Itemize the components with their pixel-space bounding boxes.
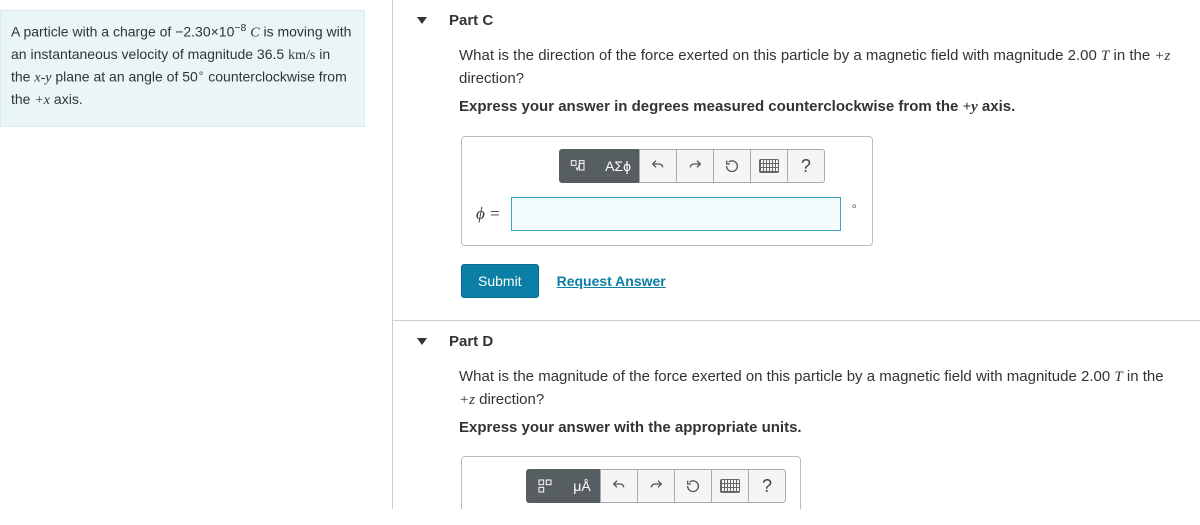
answer-area-c: ΑΣϕ ? (461, 136, 873, 246)
problem-sidebar: A particle with a charge of −2.30×10−8 C… (0, 0, 392, 509)
answer-input-c[interactable] (511, 197, 841, 231)
undo-button[interactable] (639, 149, 677, 183)
phi-label: ϕ = (476, 204, 501, 224)
redo-button[interactable] (676, 149, 714, 183)
part-d-header[interactable]: Part D (393, 321, 1200, 360)
problem-exp: −8 (234, 22, 246, 34)
part-c-question: What is the direction of the force exert… (459, 45, 1180, 90)
toolbar-d: μÅ ? (526, 469, 786, 503)
actions-c: Submit Request Answer (461, 264, 1180, 298)
vel-units: km/s (288, 48, 315, 63)
reset-button-d[interactable] (674, 469, 712, 503)
input-row-c: ϕ = ∘ (476, 197, 858, 231)
keyboard-button[interactable] (750, 149, 788, 183)
qd-pre: What is the magnitude of the force exert… (459, 368, 1114, 385)
help-button-d[interactable]: ? (748, 469, 786, 503)
qc-plusz: +z (1154, 48, 1170, 64)
problem-text4: plane at an angle of 50 (51, 69, 197, 85)
greek-button[interactable]: ΑΣϕ (596, 149, 640, 183)
keyboard-button-d[interactable] (711, 469, 749, 503)
part-d: Part D What is the magnitude of the forc… (393, 321, 1200, 509)
part-c-title: Part C (449, 12, 493, 29)
keyboard-icon (720, 479, 740, 493)
undo-button-d[interactable] (600, 469, 638, 503)
part-c-body: What is the direction of the force exert… (393, 39, 1200, 320)
plus-x: +x (34, 93, 50, 108)
part-d-question: What is the magnitude of the force exert… (459, 366, 1180, 411)
redo-button-d[interactable] (637, 469, 675, 503)
qd-post: direction? (475, 391, 544, 408)
toolbar-c: ΑΣϕ ? (526, 149, 858, 183)
template-button-d[interactable] (526, 469, 564, 503)
ic-pre: Express your answer in degrees measured … (459, 98, 963, 115)
qc-post: direction? (459, 70, 524, 87)
units-button-d[interactable]: μÅ (563, 469, 601, 503)
part-d-title: Part D (449, 333, 493, 350)
request-answer-link-c[interactable]: Request Answer (557, 273, 666, 289)
keyboard-icon (759, 159, 779, 173)
qd-mid: in the (1123, 368, 1164, 385)
ic-plusy: +y (963, 99, 978, 115)
xy-plane: x-y (34, 71, 51, 86)
caret-down-icon (417, 338, 427, 345)
part-d-instruction: Express your answer with the appropriate… (459, 419, 1180, 436)
degree-unit: ∘ (851, 199, 859, 213)
main-content: Part C What is the direction of the forc… (392, 0, 1200, 509)
submit-button-c[interactable]: Submit (461, 264, 539, 298)
qd-plusz: +z (459, 392, 475, 408)
qd-T: T (1114, 369, 1122, 385)
unit-coulomb: C (250, 26, 259, 41)
qc-pre: What is the direction of the force exert… (459, 47, 1101, 64)
ic-post: axis. (978, 98, 1016, 115)
part-c-instruction: Express your answer in degrees measured … (459, 98, 1180, 116)
problem-text6: axis. (50, 91, 83, 107)
help-button[interactable]: ? (787, 149, 825, 183)
problem-text: A particle with a charge of −2.30×10 (11, 24, 234, 40)
part-c: Part C What is the direction of the forc… (393, 0, 1200, 321)
qc-mid: in the (1109, 47, 1154, 64)
answer-area-d: μÅ ? (461, 456, 801, 509)
reset-button[interactable] (713, 149, 751, 183)
caret-down-icon (417, 17, 427, 24)
part-c-header[interactable]: Part C (393, 0, 1200, 39)
template-button[interactable] (559, 149, 597, 183)
part-d-body: What is the magnitude of the force exert… (393, 360, 1200, 509)
problem-statement: A particle with a charge of −2.30×10−8 C… (0, 10, 365, 127)
